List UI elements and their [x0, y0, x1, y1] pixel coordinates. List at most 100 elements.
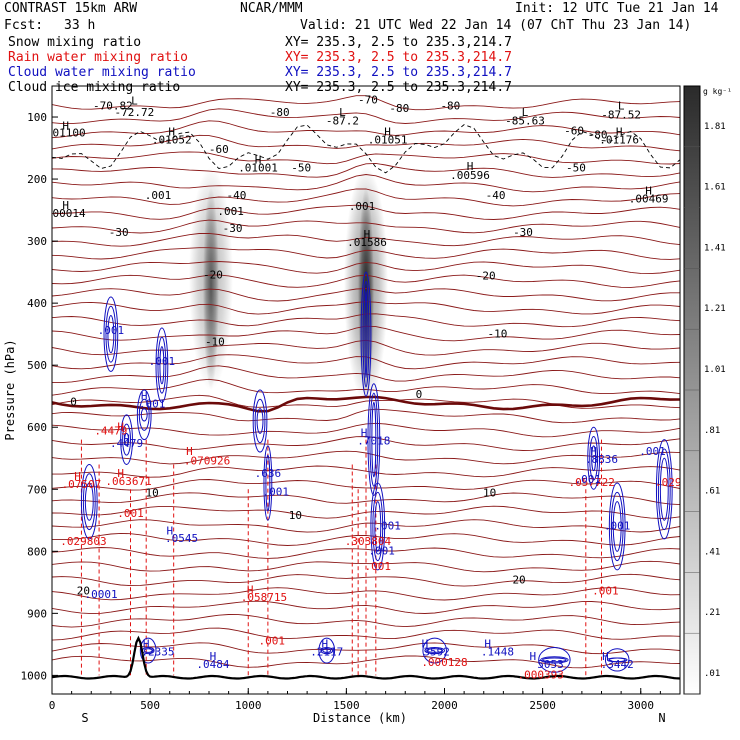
snow-ice-temp-label: .00596 [450, 169, 490, 182]
snow-ice-temp-label: -60 [209, 143, 229, 156]
temperature-contour [52, 188, 680, 207]
cloud-ice-contour [52, 124, 680, 174]
cloud-water-contour [140, 408, 148, 422]
cloud-water-label: H [166, 525, 173, 538]
init-label: Init: 12 UTC Tue 21 Jan 14 [515, 1, 719, 16]
snow-ice-temp-label: -80 [270, 106, 290, 119]
model-label: CONTRAST 15km ARW [4, 1, 138, 16]
cloud-water-contour [374, 501, 382, 552]
snow-ice-temp-label: .00014 [46, 207, 86, 220]
cloud-water-contour [542, 657, 567, 663]
temperature-contour [52, 108, 680, 125]
cloud-water-contour [587, 426, 601, 490]
y-axis-label: Pressure (hPa) [3, 339, 17, 440]
y-tick-label: 200 [27, 173, 47, 186]
cloud-water-label: .001 [139, 397, 166, 410]
cloud-water-contour [655, 439, 673, 540]
zero-degree-contour [52, 395, 680, 413]
cloud-water-contour [591, 445, 597, 472]
y-tick-label: 800 [27, 545, 47, 558]
cloud-water-label: .2335 [141, 646, 174, 659]
snow-ice-temp-label: .01100 [46, 126, 86, 139]
cloud-water-label: H [123, 433, 130, 446]
x-tick-label: 1500 [333, 699, 360, 712]
snow-ice-temp-label: 0 [416, 388, 423, 401]
colorbar-tick-label: 1.01 [704, 365, 726, 375]
rain-water-label: .063671 [105, 475, 151, 488]
cloud-water-label: H [484, 637, 491, 650]
legend-rain-xy: XY= 235.3, 2.5 to 235.3,214.7 [285, 50, 512, 65]
cloud-water-contour [155, 327, 169, 403]
snow-ice-temp-label: H [62, 119, 69, 132]
cloud-water-label: 3592 [423, 646, 450, 659]
cloud-water-label: H [321, 637, 328, 650]
temperature-contour [52, 95, 680, 111]
snow-ice-temp-label: H [645, 185, 652, 198]
temperature-contour [52, 655, 680, 669]
snow-ice-temp-label: -80 [440, 100, 460, 113]
colorbar-tick-label: 1.21 [704, 304, 726, 314]
legend-cloudwater-xy: XY= 235.3, 2.5 to 235.3,214.7 [285, 65, 512, 80]
legend-rain-name: Rain water mixing ratio [8, 50, 189, 65]
snow-ice-temp-label: 20 [77, 585, 90, 598]
rain-water-label: H [117, 420, 124, 433]
cloud-water-contour [369, 392, 379, 487]
snow-ice-temp-label: -30 [223, 222, 243, 235]
temperature-contour [52, 408, 680, 424]
legend-cloudwater-name: Cloud water mixing ratio [8, 65, 196, 80]
snow-ice-temp-label: -80 [588, 129, 608, 142]
colorbar-tick-label: 1.81 [704, 122, 726, 132]
x-tick-label: 500 [140, 699, 160, 712]
y-tick-label: 300 [27, 235, 47, 248]
cloud-water-label: .0001 [85, 588, 118, 601]
cloud-water-contour [604, 648, 630, 672]
cloud-water-contour [370, 482, 386, 571]
cloud-water-label: .7018 [357, 435, 390, 448]
snow-ice-temp-label: -30 [109, 226, 129, 239]
snow-ice-temp-label: -72.72 [115, 106, 155, 119]
temperature-contour [52, 378, 680, 396]
snow-ice-temp-label: -20 [203, 268, 223, 281]
colorbar-unit: g kg⁻¹ [703, 87, 732, 96]
snow-ice-temp-label: .01176 [599, 134, 639, 147]
cloud-water-contour [157, 336, 167, 394]
colorbar-tick-label: .21 [704, 608, 720, 618]
x-tick-label: 0 [49, 699, 56, 712]
cloud-water-contour [82, 473, 96, 531]
cloud-water-contour [84, 482, 94, 521]
cloud-water-contour [124, 432, 130, 447]
temperature-contour [52, 174, 680, 193]
agency-label: NCAR/MMM [240, 1, 303, 16]
snow-ice-temp-label: .01052 [152, 134, 192, 147]
rain-water-label: H [186, 445, 193, 458]
rain-water-label: .029 [655, 476, 682, 489]
cloud-water-contour [589, 436, 599, 481]
temperature-contour [52, 247, 680, 260]
snow-ice-temp-label: -10 [488, 327, 508, 340]
temperature-contour [52, 436, 680, 451]
temperature-contour [52, 573, 680, 587]
y-tick-label: 100 [27, 111, 47, 124]
y-tick-label: 600 [27, 421, 47, 434]
snow-ice-temp-label: H [62, 199, 69, 212]
snow-ice-temp-label: -30 [513, 226, 533, 239]
colorbar-tick-label: .01 [704, 669, 720, 679]
y-tick-label: 1000 [21, 669, 48, 682]
rain-water-label: .000128 [421, 656, 467, 669]
cloud-water-contour [364, 290, 368, 379]
snow-core-0 [202, 186, 219, 390]
y-tick-label: 900 [27, 607, 47, 620]
legend-cloudice-name: Cloud ice mixing ratio [8, 80, 181, 95]
cloud-water-contour [136, 389, 152, 441]
temperature-contour [52, 120, 680, 139]
cloud-water-contour [362, 280, 370, 388]
snow-ice-temp-label: -40 [227, 189, 247, 202]
snow-ice-temp-label: .001 [145, 189, 172, 202]
cloud-water-label: H [143, 637, 150, 650]
temperature-contour [52, 560, 680, 573]
temperature-contour [52, 519, 680, 533]
rain-water-label: H [117, 467, 124, 480]
temperature-contour [52, 301, 680, 315]
